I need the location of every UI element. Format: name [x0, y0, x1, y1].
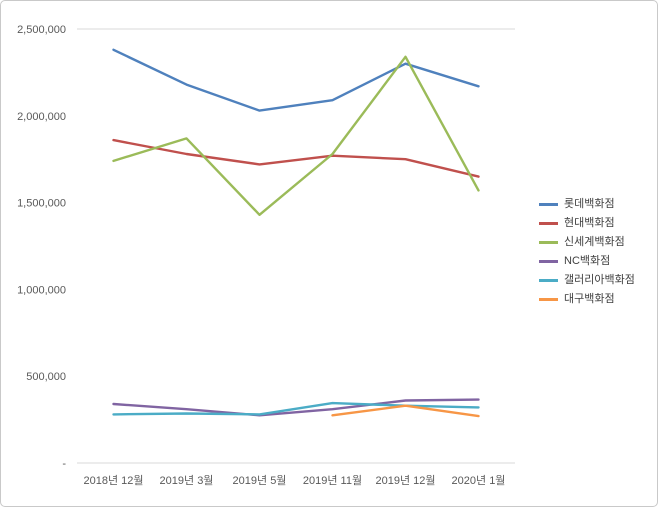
legend-item-NC백화점: NC백화점 — [539, 255, 635, 267]
legend-line-marker — [539, 221, 558, 225]
series-line-NC백화점 — [112, 398, 480, 417]
y-tick-label: 1,500,000 — [17, 198, 66, 210]
y-tick-label: - — [62, 458, 66, 470]
legend-line-marker — [539, 278, 558, 282]
legend-label: NC백화점 — [564, 255, 611, 267]
y-tick-label: 2,500,000 — [17, 24, 66, 36]
legend-item-신세계백화점: 신세계백화점 — [539, 236, 635, 248]
series-line-현대백화점 — [112, 138, 480, 178]
series-line-롯데백화점 — [112, 48, 480, 112]
series-line-신세계백화점 — [112, 55, 480, 216]
x-tick-label: 2019년 3월 — [160, 474, 214, 487]
legend-line-marker — [539, 202, 558, 206]
legend-label: 신세계백화점 — [564, 236, 625, 248]
x-tick-label: 2019년 12월 — [375, 474, 435, 487]
y-tick-label: 2,000,000 — [17, 111, 66, 123]
legend-label: 대구백화점 — [564, 293, 615, 305]
y-tick-label: 1,000,000 — [17, 284, 66, 296]
x-tick-label: 2018년 12월 — [83, 474, 143, 487]
legend-label: 롯데백화점 — [564, 198, 615, 210]
legend-label: 현대백화점 — [564, 217, 615, 229]
legend-line-marker — [539, 297, 558, 301]
legend-line-marker — [539, 240, 558, 244]
legend-item-갤러리아백화점: 갤러리아백화점 — [539, 274, 635, 286]
legend-item-롯데백화점: 롯데백화점 — [539, 198, 635, 210]
series-line-대구백화점 — [331, 404, 480, 418]
x-tick-label: 2019년 5월 — [233, 474, 287, 487]
y-tick-label: 500,000 — [26, 371, 66, 383]
legend-label: 갤러리아백화점 — [564, 274, 635, 286]
legend-item-대구백화점: 대구백화점 — [539, 293, 635, 305]
x-tick-label: 2019년 11월 — [303, 474, 362, 487]
legend-item-현대백화점: 현대백화점 — [539, 217, 635, 229]
legend-line-marker — [539, 259, 558, 263]
x-tick-label: 2020년 1월 — [452, 474, 506, 487]
series-line-갤러리아백화점 — [112, 401, 480, 416]
